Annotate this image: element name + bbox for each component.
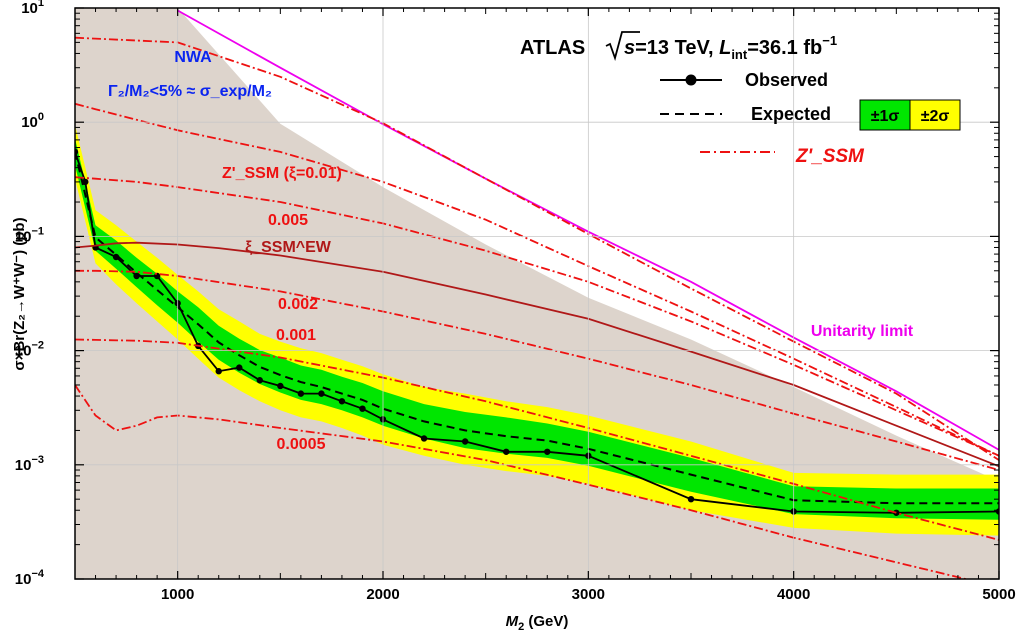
xi-ew-label: ξ_SSM^EW	[245, 239, 332, 256]
series-6-line	[75, 176, 999, 457]
observed-point	[687, 495, 695, 503]
observed-point	[359, 405, 366, 412]
atlas-label: ATLAS	[520, 37, 585, 59]
legend-item-expected: Expected	[660, 104, 831, 124]
x-tick-label: 5000	[982, 586, 1015, 603]
label-0001: 0.001	[276, 327, 316, 344]
series-7-line	[75, 269, 999, 471]
legend-item-zssm: Z'_SSM	[700, 146, 865, 167]
nwa-condition-label: Γ₂/M₂<5% ≈ σ_exp/M₂	[108, 83, 272, 100]
observed-point	[236, 364, 243, 371]
label-00005: 0.0005	[277, 436, 326, 453]
label-0005: 0.005	[268, 212, 308, 229]
y-axis-label: σ×Br(Z₂→W⁺W⁻) (pb)	[11, 217, 28, 370]
zssm-xi-label: Z'_SSM (ξ=0.01)	[222, 165, 342, 182]
series-3-line	[75, 241, 999, 468]
legend-item-1sigma: ±1σ	[859, 99, 911, 131]
svg-text:±1σ: ±1σ	[871, 108, 900, 125]
excluded-region	[75, 8, 999, 579]
svg-text:Expected: Expected	[751, 104, 831, 124]
legend: Observed Expected ±1σ ±2σ Z'_SSM	[660, 70, 961, 167]
x-axis-label: M2 (GeV)	[506, 613, 569, 633]
plot-frame	[74, 7, 1000, 580]
y-tick-label: 100	[21, 111, 44, 131]
x-tick-label: 2000	[366, 586, 399, 603]
series-4-line	[75, 36, 999, 461]
label-0002: 0.002	[278, 296, 318, 313]
y-tick-label: 10−2	[15, 340, 44, 360]
observed-point	[82, 178, 89, 186]
y-tick-label: 10−4	[15, 568, 45, 588]
legend-item-observed: Observed	[660, 70, 828, 90]
unitarity-label: Unitarity limit	[811, 323, 914, 340]
x-tick-label: 3000	[572, 586, 605, 603]
observed-point	[420, 435, 428, 442]
nwa-label: NWA	[174, 49, 212, 66]
svg-text:±2σ: ±2σ	[921, 108, 950, 125]
series-9-line	[75, 384, 970, 579]
x-tick-label: 1000	[161, 586, 194, 603]
y-tick-label: 10−3	[15, 454, 44, 474]
y-tick-label: 10−1	[15, 225, 44, 245]
observed-point	[215, 368, 222, 375]
observed-point	[544, 448, 551, 455]
y-tick-label: 101	[21, 0, 44, 17]
sqrt-icon	[605, 31, 640, 62]
energy-label: s=13 TeV, Lint=36.1 fb−1	[624, 33, 837, 62]
observed-point	[112, 253, 120, 261]
series-5-line	[75, 102, 999, 457]
observed-point	[277, 382, 284, 390]
legend-item-2sigma: ±2σ	[909, 99, 961, 131]
svg-text:Z'_SSM: Z'_SSM	[795, 146, 865, 167]
observed-point	[338, 398, 346, 405]
observed-point	[256, 377, 263, 384]
svg-text:Observed: Observed	[745, 70, 828, 90]
expected-band-1sigma	[75, 138, 999, 520]
observed-point	[503, 448, 510, 455]
x-tick-label: 4000	[777, 586, 810, 603]
observed-point	[318, 390, 325, 397]
observed-point	[297, 390, 305, 397]
axis-ticks: 1000 2000 3000 4000 5000 101 100 10−1 10−2 10−3 10…	[15, 0, 1016, 603]
observed-point	[461, 438, 469, 445]
series-8-line	[75, 338, 999, 541]
